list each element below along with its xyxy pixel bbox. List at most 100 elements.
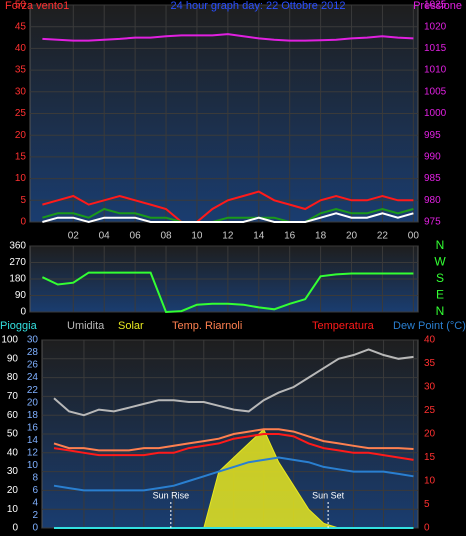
y2-tick-label: 1005 xyxy=(424,86,447,97)
y2-tick-label: W xyxy=(434,255,446,269)
x-tick-label: 22 xyxy=(377,231,389,242)
y2-tick-label: N xyxy=(436,238,445,252)
line xyxy=(41,271,414,314)
y2-tick-label: 40 xyxy=(424,335,436,346)
y2-tick-label: 35 xyxy=(424,358,436,369)
y-tick-label: 40 xyxy=(7,447,19,458)
y2-tick-label: S xyxy=(436,271,444,285)
x-tick-label: 04 xyxy=(99,231,111,242)
legend-entry: Pioggia xyxy=(0,320,38,332)
y-tick-label: 20 xyxy=(15,130,27,141)
y3-tick-label: 28 xyxy=(27,347,39,358)
y2-tick-label: 980 xyxy=(424,195,441,206)
y-tick-label: 0 xyxy=(20,307,26,318)
y-tick-label: 360 xyxy=(9,241,26,252)
x-tick-label: 08 xyxy=(160,231,172,242)
x-tick-label: 12 xyxy=(222,231,234,242)
y2-tick-label: 1010 xyxy=(424,65,447,76)
legend-entry: Dew Point (°C) xyxy=(393,320,466,332)
y2-tick-label: 5 xyxy=(424,499,430,510)
y-tick-label: 90 xyxy=(7,353,19,364)
x-tick-label: 00 xyxy=(408,231,420,242)
x-tick-label: 14 xyxy=(253,231,265,242)
x-tick-label: 18 xyxy=(315,231,327,242)
y3-tick-label: 26 xyxy=(27,360,39,371)
y2-tick-label: 1025 xyxy=(424,0,447,11)
y-tick-label: 0 xyxy=(20,217,26,228)
y2-tick-label: 15 xyxy=(424,452,436,463)
y2-tick-label: 20 xyxy=(424,429,436,440)
y2-tick-label: E xyxy=(436,288,444,302)
x-tick-label: 02 xyxy=(68,231,80,242)
y-tick-label: 5 xyxy=(20,195,26,206)
y-tick-label: 40 xyxy=(15,43,27,54)
y-tick-label: 45 xyxy=(15,21,27,32)
line xyxy=(53,433,414,461)
y3-tick-label: 6 xyxy=(32,485,38,496)
line xyxy=(42,207,414,223)
y2-tick-label: 10 xyxy=(424,476,436,487)
y2-tick-label: 985 xyxy=(424,173,441,184)
y2-tick-label: 0 xyxy=(424,523,430,534)
line xyxy=(53,456,414,492)
y-tick-label: 80 xyxy=(7,372,19,383)
y-tick-label: 20 xyxy=(7,485,19,496)
y2-tick-label: N xyxy=(436,304,445,318)
y3-tick-label: 4 xyxy=(32,498,38,509)
line xyxy=(42,33,414,42)
y-tick-label: 15 xyxy=(15,152,27,163)
y3-tick-label: 22 xyxy=(27,385,39,396)
y-tick-label: 30 xyxy=(7,466,19,477)
y2-tick-label: 975 xyxy=(424,217,441,228)
y3-tick-label: 18 xyxy=(27,410,39,421)
annotation: Sun Set xyxy=(312,490,345,500)
legend-entry: Temperatura xyxy=(312,320,375,332)
y2-tick-label: 1000 xyxy=(424,108,447,119)
line xyxy=(42,190,414,223)
y-tick-label: 100 xyxy=(1,335,18,346)
y2-axis-label: Pressione xyxy=(413,0,462,12)
x-tick-label: 06 xyxy=(130,231,142,242)
x-tick-label: 16 xyxy=(284,231,296,242)
y-tick-label: 35 xyxy=(15,65,27,76)
y3-tick-label: 2 xyxy=(32,510,38,521)
y-tick-label: 270 xyxy=(9,257,26,268)
y3-tick-label: 14 xyxy=(27,435,39,446)
line xyxy=(53,428,414,452)
line xyxy=(53,348,414,417)
y2-tick-label: 995 xyxy=(424,130,441,141)
annotation: Sun Rise xyxy=(153,490,190,500)
legend-entry: Temp. Riarnoli xyxy=(172,320,242,332)
x-tick-label: 20 xyxy=(346,231,358,242)
y2-tick-label: 990 xyxy=(424,152,441,163)
y3-tick-label: 24 xyxy=(27,372,39,383)
y-tick-label: 70 xyxy=(7,391,19,402)
chart-title: 24 hour graph day: 22 Ottobre 2012 xyxy=(171,0,346,12)
y-tick-label: 25 xyxy=(15,108,27,119)
y-tick-label: 60 xyxy=(7,410,19,421)
y2-tick-label: 1020 xyxy=(424,21,447,32)
y-tick-label: 30 xyxy=(15,86,27,97)
y-tick-label: 90 xyxy=(15,290,27,301)
y3-tick-label: 10 xyxy=(27,460,39,471)
y-tick-label: 10 xyxy=(7,504,19,515)
y3-tick-label: 20 xyxy=(27,397,39,408)
y3-tick-label: 16 xyxy=(27,422,39,433)
x-tick-label: 10 xyxy=(191,231,203,242)
y3-tick-label: 0 xyxy=(32,523,38,534)
y-axis-label: Forza vento1 xyxy=(5,0,69,12)
y3-tick-label: 12 xyxy=(27,447,39,458)
y2-tick-label: 1015 xyxy=(424,43,447,54)
line xyxy=(42,212,414,224)
y2-tick-label: 25 xyxy=(424,405,436,416)
y-tick-label: 50 xyxy=(7,429,19,440)
y3-tick-label: 8 xyxy=(32,473,38,484)
y-tick-label: 50 xyxy=(15,0,27,11)
y-tick-label: 10 xyxy=(15,173,27,184)
y-tick-label: 180 xyxy=(9,274,26,285)
legend-entry: Solar xyxy=(118,320,144,332)
legend-entry: Umidita xyxy=(67,320,105,332)
y3-tick-label: 30 xyxy=(27,335,39,346)
y-tick-label: 0 xyxy=(12,523,18,534)
